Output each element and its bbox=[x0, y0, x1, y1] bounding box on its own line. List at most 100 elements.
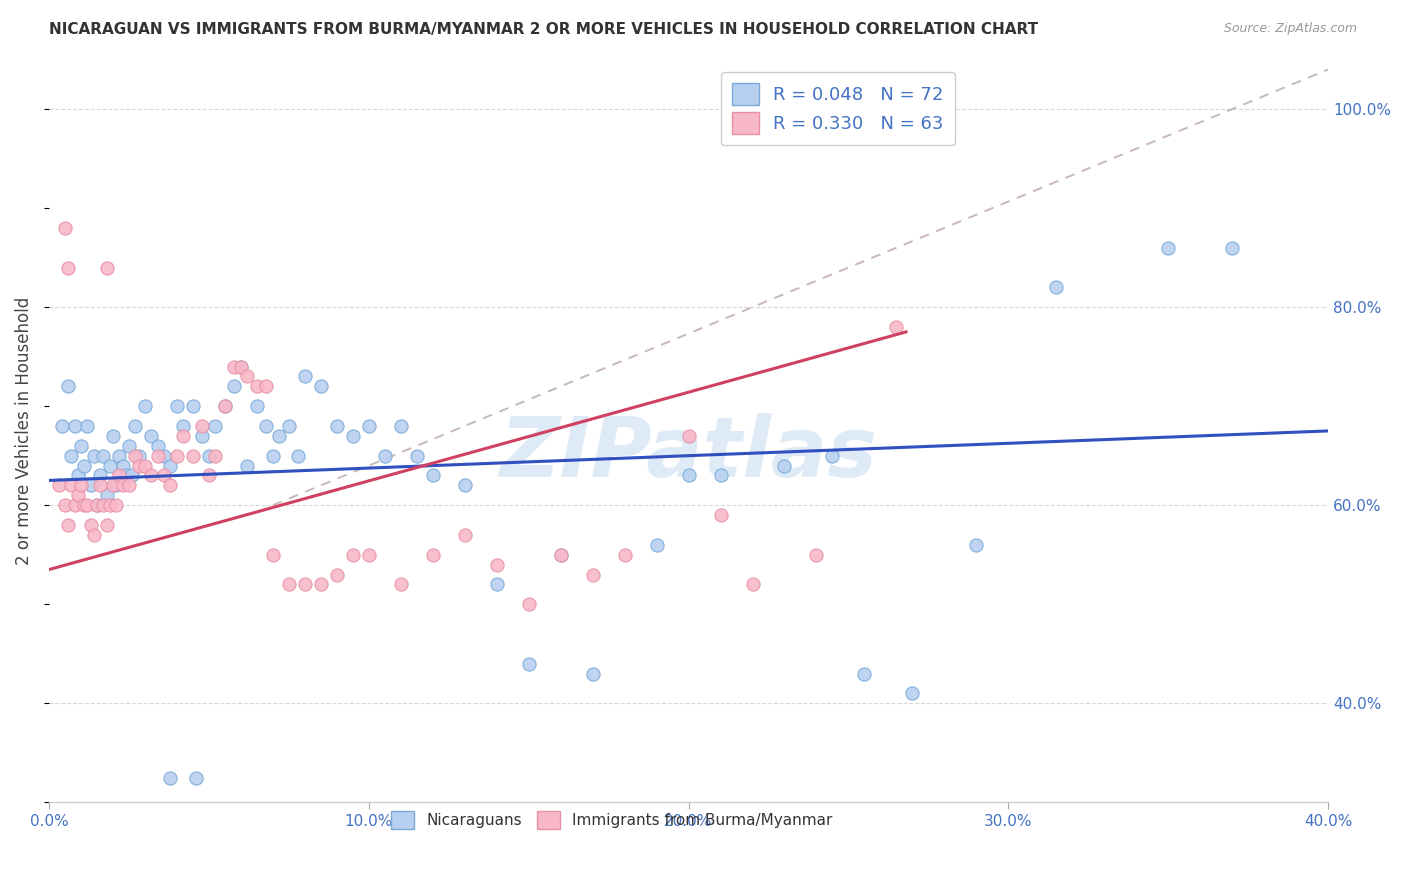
Point bbox=[517, 657, 540, 671]
Point bbox=[517, 597, 540, 611]
Point bbox=[63, 419, 86, 434]
Point bbox=[678, 468, 700, 483]
Point bbox=[204, 449, 226, 463]
Point bbox=[146, 439, 169, 453]
Point bbox=[191, 419, 214, 434]
Point bbox=[277, 577, 299, 591]
Point bbox=[374, 449, 396, 463]
Point bbox=[262, 449, 284, 463]
Point bbox=[98, 498, 121, 512]
Point bbox=[70, 439, 93, 453]
Point bbox=[342, 429, 364, 443]
Point bbox=[198, 468, 221, 483]
Point bbox=[96, 260, 118, 275]
Point bbox=[172, 429, 194, 443]
Point bbox=[277, 419, 299, 434]
Point bbox=[224, 359, 246, 374]
Point bbox=[1220, 241, 1243, 255]
Point bbox=[101, 478, 124, 492]
Point bbox=[550, 548, 572, 562]
Point bbox=[613, 548, 636, 562]
Point bbox=[128, 449, 150, 463]
Point bbox=[389, 419, 412, 434]
Point bbox=[886, 320, 908, 334]
Point bbox=[105, 478, 128, 492]
Point bbox=[101, 429, 124, 443]
Point bbox=[79, 518, 101, 533]
Point bbox=[108, 449, 131, 463]
Point bbox=[204, 419, 226, 434]
Point bbox=[166, 449, 188, 463]
Point bbox=[357, 419, 380, 434]
Text: NICARAGUAN VS IMMIGRANTS FROM BURMA/MYANMAR 2 OR MORE VEHICLES IN HOUSEHOLD CORR: NICARAGUAN VS IMMIGRANTS FROM BURMA/MYAN… bbox=[49, 22, 1039, 37]
Point bbox=[229, 359, 252, 374]
Point bbox=[326, 419, 349, 434]
Point bbox=[79, 478, 101, 492]
Point bbox=[191, 429, 214, 443]
Point bbox=[96, 488, 118, 502]
Point bbox=[128, 458, 150, 473]
Point bbox=[1157, 241, 1180, 255]
Point bbox=[198, 449, 221, 463]
Point bbox=[66, 468, 89, 483]
Point bbox=[485, 577, 508, 591]
Point bbox=[73, 498, 96, 512]
Point bbox=[121, 468, 143, 483]
Point bbox=[422, 548, 444, 562]
Point bbox=[134, 399, 156, 413]
Point bbox=[83, 449, 105, 463]
Y-axis label: 2 or more Vehicles in Household: 2 or more Vehicles in Household bbox=[15, 297, 32, 565]
Point bbox=[141, 468, 163, 483]
Point bbox=[83, 528, 105, 542]
Point bbox=[405, 449, 427, 463]
Point bbox=[485, 558, 508, 572]
Point bbox=[214, 399, 236, 413]
Point bbox=[70, 478, 93, 492]
Point bbox=[66, 488, 89, 502]
Point bbox=[806, 548, 828, 562]
Point bbox=[246, 399, 269, 413]
Point bbox=[181, 449, 204, 463]
Point bbox=[172, 419, 194, 434]
Point bbox=[309, 577, 332, 591]
Point bbox=[224, 379, 246, 393]
Point bbox=[146, 449, 169, 463]
Point bbox=[709, 508, 731, 522]
Point bbox=[63, 498, 86, 512]
Point bbox=[184, 771, 207, 785]
Point bbox=[236, 458, 259, 473]
Point bbox=[51, 419, 73, 434]
Point bbox=[389, 577, 412, 591]
Point bbox=[89, 468, 111, 483]
Point bbox=[53, 498, 76, 512]
Point bbox=[773, 458, 796, 473]
Point bbox=[901, 686, 924, 700]
Point bbox=[214, 399, 236, 413]
Point bbox=[326, 567, 349, 582]
Text: ZIPatlas: ZIPatlas bbox=[499, 413, 877, 493]
Point bbox=[60, 478, 83, 492]
Point bbox=[965, 538, 987, 552]
Point bbox=[181, 399, 204, 413]
Point bbox=[309, 379, 332, 393]
Point bbox=[269, 429, 291, 443]
Point bbox=[166, 399, 188, 413]
Point bbox=[159, 478, 181, 492]
Point bbox=[709, 468, 731, 483]
Point bbox=[853, 666, 876, 681]
Point bbox=[56, 379, 79, 393]
Point bbox=[294, 577, 316, 591]
Point bbox=[73, 458, 96, 473]
Point bbox=[159, 458, 181, 473]
Point bbox=[153, 449, 176, 463]
Point bbox=[118, 439, 141, 453]
Point bbox=[821, 449, 844, 463]
Point bbox=[91, 449, 114, 463]
Point bbox=[96, 518, 118, 533]
Point bbox=[236, 369, 259, 384]
Point bbox=[246, 379, 269, 393]
Point bbox=[254, 419, 277, 434]
Point bbox=[141, 429, 163, 443]
Point bbox=[134, 458, 156, 473]
Point bbox=[60, 449, 83, 463]
